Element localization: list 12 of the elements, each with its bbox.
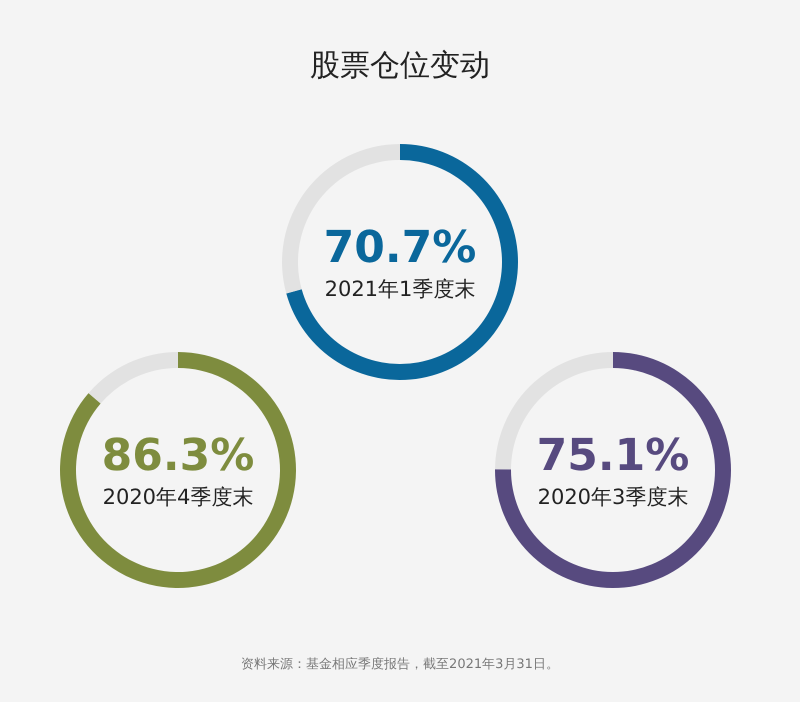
data-label: 75.1% xyxy=(536,430,690,481)
text: 资料来源：基金相应季度报告，截至2021年3月31日。 xyxy=(241,656,559,672)
donut-slice xyxy=(60,352,296,588)
text: 股票仓位变动 xyxy=(310,48,490,83)
data-label: 86.3% xyxy=(102,430,254,481)
text: 2020年3季度末 xyxy=(538,485,688,509)
donut-slice xyxy=(88,352,178,404)
donut-slice xyxy=(286,144,518,380)
donut-slice xyxy=(495,352,731,588)
text: 2021年1季度末 xyxy=(324,277,476,301)
data-label: 70.7% xyxy=(324,222,476,273)
text: 2020年4季度末 xyxy=(102,485,254,509)
